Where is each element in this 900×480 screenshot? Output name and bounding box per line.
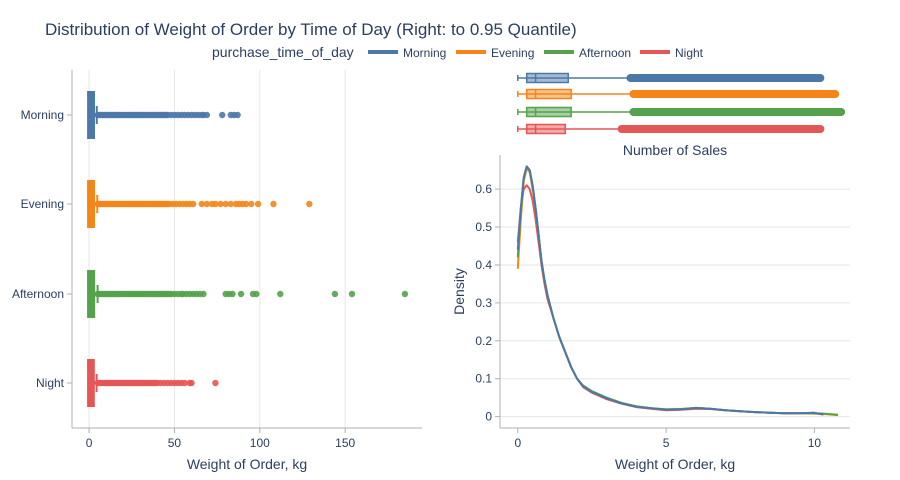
density-y-tick-label: 0.1 — [475, 372, 492, 386]
density-y-tick-label: 0 — [485, 410, 492, 424]
outlier-point — [270, 200, 277, 208]
chart-title: Distribution of Weight of Order by Time … — [45, 20, 577, 39]
legend-title: purchase_time_of_day — [212, 44, 354, 60]
density-y-tick-label: 0.6 — [475, 182, 492, 196]
outlier-point — [212, 200, 219, 208]
density-y-axis-title: Density — [451, 268, 467, 315]
outlier-point — [242, 200, 250, 208]
outlier-point — [200, 290, 207, 298]
outlier-point — [190, 200, 197, 208]
mini-box-afternoon — [517, 106, 846, 118]
box-body — [87, 359, 95, 407]
mini-box-body — [525, 72, 569, 84]
density-line-evening — [516, 167, 839, 417]
left-y-tick-label-morning: Morning — [21, 108, 64, 122]
outlier-point — [254, 200, 262, 208]
density-x-tick-label: 10 — [808, 436, 822, 450]
mini-box-body — [525, 88, 572, 100]
mini-box-body — [525, 106, 572, 118]
box-night — [87, 359, 219, 407]
outlier-point — [401, 290, 409, 298]
outlier-point — [203, 111, 211, 119]
left-y-tick-label-afternoon: Afternoon — [12, 287, 64, 301]
density-subplot-title: Number of Sales — [623, 142, 727, 158]
outlier-point — [203, 200, 211, 208]
outlier-point — [229, 290, 236, 298]
outlier-point — [253, 290, 260, 298]
density-line-morning — [516, 165, 824, 416]
mini-box-morning — [517, 72, 825, 84]
outlier-point — [306, 200, 313, 208]
outlier-point — [348, 290, 356, 298]
density-y-tick-label: 0.2 — [475, 334, 492, 348]
box-body — [87, 91, 95, 139]
mini-box-body — [525, 123, 567, 135]
outlier-point — [237, 290, 245, 298]
legend-label-afternoon: Afternoon — [579, 46, 631, 60]
box-body — [87, 180, 95, 228]
density-x-axis-title: Weight of Order, kg — [615, 456, 735, 472]
density-x-tick-label: 0 — [514, 436, 521, 450]
left-y-tick-label-evening: Evening — [21, 197, 64, 211]
outlier-point — [181, 379, 188, 387]
density-y-tick-label: 0.4 — [475, 258, 492, 272]
outlier-point — [277, 290, 284, 298]
outlier-point — [198, 200, 205, 208]
outlier-point — [248, 200, 255, 208]
mini-box-night — [517, 123, 825, 135]
outlier-point — [234, 111, 241, 119]
mini-box-evening — [517, 88, 840, 100]
box-evening — [87, 180, 313, 228]
outlier-point — [331, 290, 339, 298]
legend: Morning Evening Afternoon Night — [368, 46, 704, 60]
density-line-night — [516, 184, 824, 416]
legend-label-evening: Evening — [491, 46, 534, 60]
box-afternoon — [87, 270, 409, 318]
density-y-tick-label: 0.5 — [475, 220, 492, 234]
box-morning — [87, 91, 241, 139]
outlier-point — [219, 111, 226, 119]
density-panel: Number of Sales 0 0.1 0.2 0.3 0.4 0.5 0.6 0 5 10 We… — [451, 142, 850, 472]
outlier-point — [222, 200, 229, 208]
left-boxplot-panel: 0 50 100 150 Weight of Order, kg Morning Eveni… — [12, 70, 422, 472]
outlier-point — [212, 379, 219, 387]
density-x-tick-label: 5 — [663, 436, 670, 450]
left-x-tick-label: 150 — [335, 436, 355, 450]
left-x-axis-title: Weight of Order, kg — [187, 456, 307, 472]
left-x-tick-label: 0 — [86, 436, 93, 450]
legend-label-night: Night — [675, 46, 704, 60]
left-x-tick-label: 100 — [250, 436, 270, 450]
outlier-point — [188, 379, 195, 387]
density-line-afternoon — [516, 165, 839, 416]
left-y-tick-label-night: Night — [36, 376, 65, 390]
outlier-point — [217, 200, 224, 208]
outlier-point — [227, 200, 234, 208]
legend-label-morning: Morning — [403, 46, 446, 60]
right-boxplot-panel — [517, 72, 846, 135]
left-x-tick-label: 50 — [168, 436, 182, 450]
density-y-tick-label: 0.3 — [475, 296, 492, 310]
box-body — [87, 270, 96, 318]
